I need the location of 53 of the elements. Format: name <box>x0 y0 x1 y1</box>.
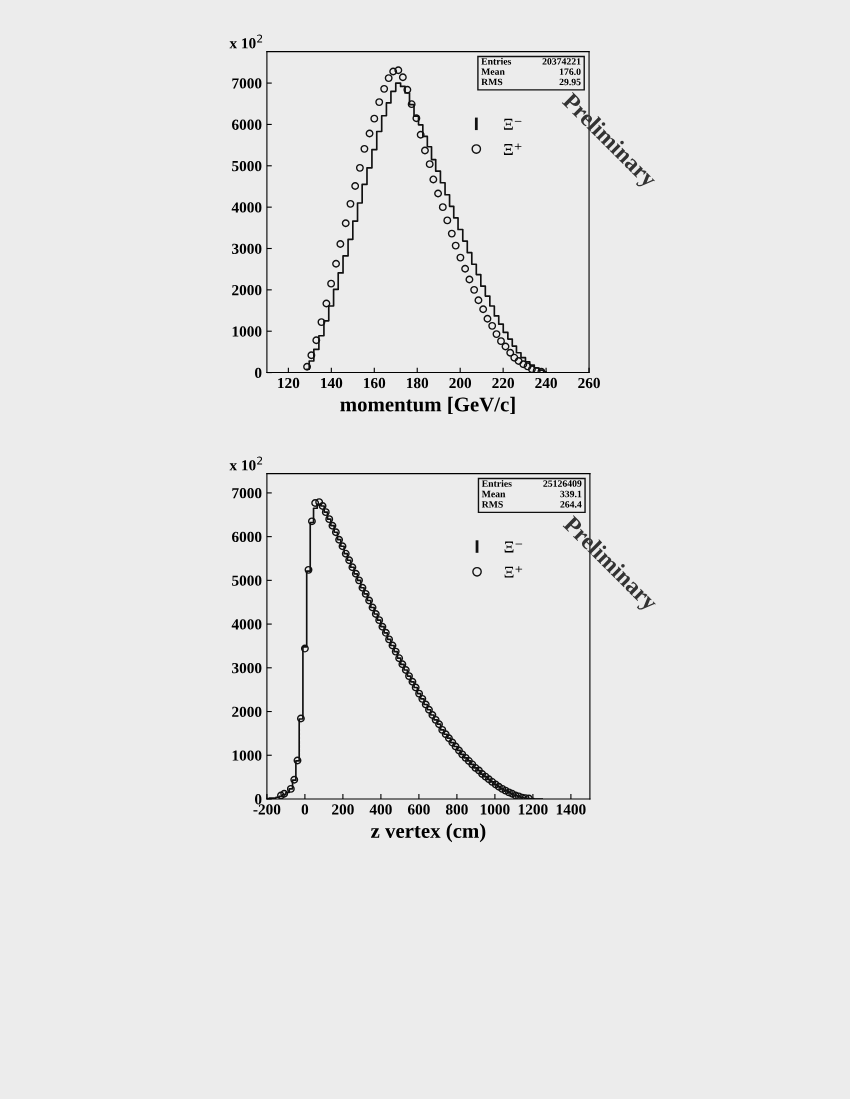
annotation: RMS <box>481 78 503 86</box>
y-tick-label: 4000 <box>231 202 262 213</box>
y-tick-label: 2000 <box>232 284 262 296</box>
x-tick-label: 0 <box>301 804 309 815</box>
y-tick-label: 5000 <box>232 575 262 586</box>
annotation: 339.1 <box>560 490 582 498</box>
x-tick-label: 220 <box>492 377 515 389</box>
y-tick-label: 5000 <box>232 160 262 172</box>
x-tick-label: 260 <box>578 377 600 389</box>
y-tick-label: 6000 <box>232 119 262 130</box>
y-tick-label: 7000 <box>232 78 262 89</box>
annotation: 29.95 <box>559 78 581 86</box>
annotation: 25126409 <box>543 480 582 487</box>
y-tick-label: 0 <box>254 367 262 379</box>
x-tick-label: 180 <box>407 377 429 389</box>
x-tick-label: 1200 <box>518 804 548 815</box>
y-tick-label: 2000 <box>232 706 262 717</box>
text: x 10$^{2}$ <box>229 34 263 49</box>
x-tick-label: 400 <box>369 804 392 815</box>
annotation: Entries <box>481 480 512 487</box>
y-tick-label: 3000 <box>232 243 262 254</box>
annotation: RMS <box>481 501 503 508</box>
text: x 10$^{2}$ <box>229 456 263 471</box>
y-tick-label: 3000 <box>232 662 262 674</box>
x-tick-label: 200 <box>332 804 354 815</box>
x-tick-label: 800 <box>445 804 468 815</box>
legend-label: Ξ⁺ <box>504 566 523 578</box>
annotation: 20374221 <box>542 58 581 65</box>
y-tick-label: 1000 <box>232 750 262 761</box>
annotation: Entries <box>481 57 512 65</box>
x-tick-label: 240 <box>535 377 557 389</box>
x-tick-label: 120 <box>278 377 300 389</box>
x-axis-title: z vertex (cm) <box>370 823 486 843</box>
y-tick-label: 4000 <box>231 619 262 630</box>
y-tick-label: 1000 <box>232 326 262 337</box>
y-tick-label: 6000 <box>232 531 262 543</box>
x-tick-label: 1000 <box>480 804 510 815</box>
annotation: 264.4 <box>560 501 582 508</box>
x-tick-label: 160 <box>364 377 386 389</box>
legend-label: Ξ⁻ <box>503 118 522 130</box>
annotation: Mean <box>481 490 506 498</box>
y-tick-label: 7000 <box>232 488 262 499</box>
legend-label: Ξ⁻ <box>504 541 523 553</box>
annotation: Mean <box>481 68 505 75</box>
x-tick-label: 200 <box>449 377 472 389</box>
x-tick-label: 1400 <box>556 804 586 815</box>
x-axis-title: momentum [GeV/c] <box>340 396 515 415</box>
legend-label: Ξ⁺ <box>503 143 522 155</box>
annotation: 176.0 <box>559 68 581 75</box>
x-tick-label: -200 <box>253 804 281 815</box>
y-tick-label: 0 <box>254 794 262 805</box>
x-tick-label: 600 <box>407 804 430 815</box>
x-tick-label: 140 <box>321 377 343 389</box>
